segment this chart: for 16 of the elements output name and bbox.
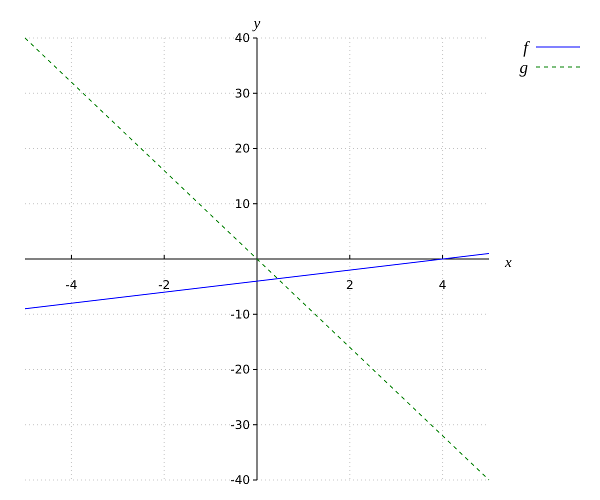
x-tick-label: -2 bbox=[158, 278, 170, 292]
y-tick-label: 10 bbox=[234, 196, 250, 211]
y-axis-title: y bbox=[252, 16, 261, 32]
y-tick-label: 30 bbox=[234, 86, 250, 100]
y-tick-label: -10 bbox=[230, 307, 250, 322]
y-tick-label: -40 bbox=[230, 473, 250, 487]
x-tick-label: -4 bbox=[65, 278, 78, 292]
legend-label: g bbox=[520, 58, 528, 77]
y-tick-label: 20 bbox=[234, 142, 250, 156]
x-tick-label: 4 bbox=[438, 278, 446, 292]
y-tick-label: 40 bbox=[234, 31, 250, 45]
x-axis-title: x bbox=[504, 255, 512, 271]
y-tick-label: -20 bbox=[230, 362, 250, 376]
x-tick-label: 2 bbox=[346, 278, 354, 292]
y-tick-label: -30 bbox=[230, 418, 250, 432]
legend-label: f bbox=[523, 38, 530, 57]
